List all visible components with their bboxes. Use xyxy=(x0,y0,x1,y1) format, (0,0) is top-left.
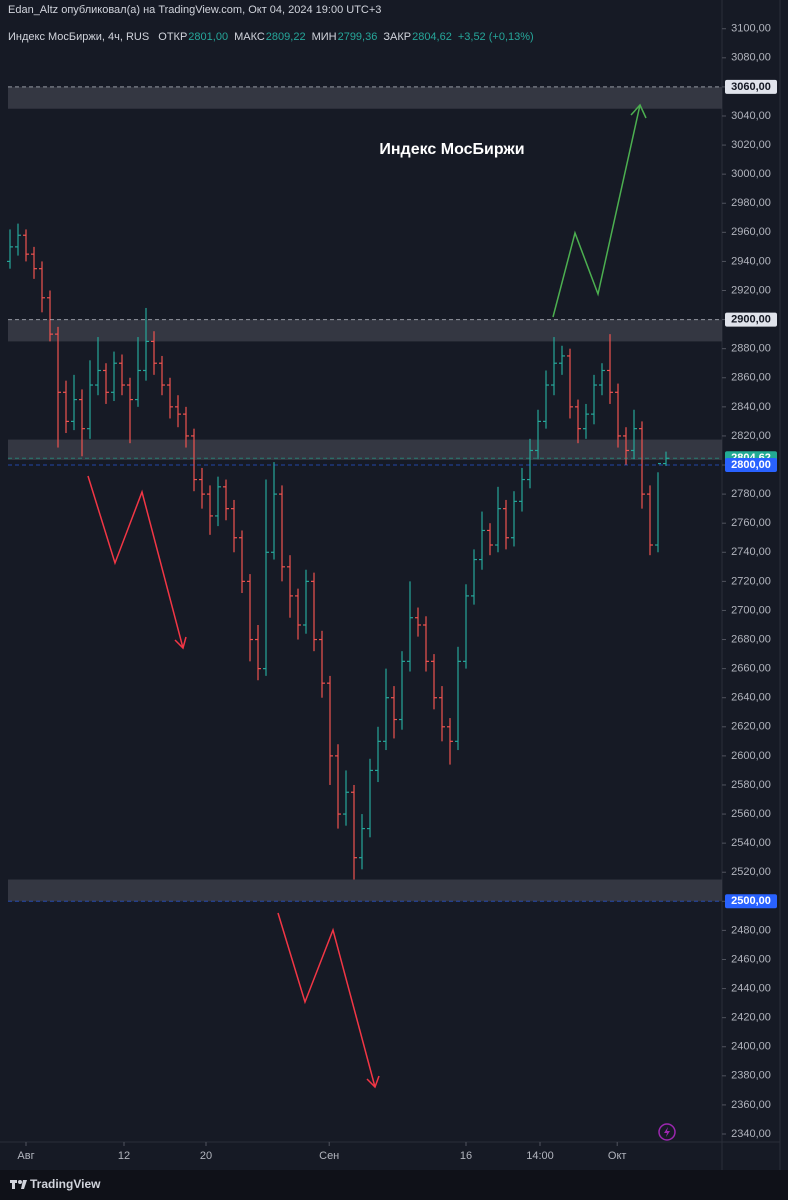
level-label-bg xyxy=(725,79,777,94)
x-tick-label: 16 xyxy=(460,1150,472,1162)
y-tick-label: 2340,00 xyxy=(731,1128,771,1140)
x-tick-label: Авг xyxy=(17,1150,34,1162)
field-value: 2809,22 xyxy=(265,31,306,43)
y-tick-label: 2880,00 xyxy=(731,343,771,355)
y-tick-label: 2860,00 xyxy=(731,372,771,384)
y-tick-label: 2420,00 xyxy=(731,1012,771,1024)
y-tick-label: 2440,00 xyxy=(731,982,771,994)
change: +3,52 (+0,13%) xyxy=(457,31,534,43)
y-tick-label: 2360,00 xyxy=(731,1099,771,1111)
y-tick-label: 2380,00 xyxy=(731,1070,771,1082)
annotation: Индекс МосБиржи xyxy=(379,141,524,158)
x-tick-label: Сен xyxy=(319,1150,339,1162)
level-label: 3060,00 xyxy=(731,81,771,93)
brand: TradingView xyxy=(30,1177,101,1191)
y-tick-label: 2580,00 xyxy=(731,779,771,791)
field-label: МАКС xyxy=(234,31,265,43)
field-value: 2801,00 xyxy=(188,31,229,43)
zone xyxy=(8,879,722,902)
x-tick-label: 12 xyxy=(118,1150,130,1162)
x-tick-label: 20 xyxy=(200,1150,212,1162)
arrow-head xyxy=(630,103,647,119)
arrow-head xyxy=(174,636,187,650)
y-tick-label: 2540,00 xyxy=(731,837,771,849)
red-arrow xyxy=(87,475,184,649)
y-tick-label: 2780,00 xyxy=(731,488,771,500)
y-tick-label: 2620,00 xyxy=(731,721,771,733)
drawings xyxy=(87,103,647,1089)
y-tick-label: 2600,00 xyxy=(731,750,771,762)
y-tick-label: 2400,00 xyxy=(731,1041,771,1053)
red-arrow xyxy=(277,912,376,1088)
y-tick-label: 3100,00 xyxy=(731,23,771,35)
y-tick-label: 2480,00 xyxy=(731,924,771,936)
zone xyxy=(8,439,722,460)
y-tick-label: 3020,00 xyxy=(731,139,771,151)
y-tick-label: 2980,00 xyxy=(731,197,771,209)
y-tick-label: 2740,00 xyxy=(731,546,771,558)
y-tick-label: 2640,00 xyxy=(731,692,771,704)
zone xyxy=(8,86,722,109)
y-tick-label: 2680,00 xyxy=(731,633,771,645)
y-tick-label: 2920,00 xyxy=(731,284,771,296)
y-tick-label: 3000,00 xyxy=(731,168,771,180)
field-label: ЗАКР xyxy=(383,31,412,43)
y-tick-label: 2700,00 xyxy=(731,604,771,616)
x-tick-label: 14:00 xyxy=(526,1150,554,1162)
field-label: МИН xyxy=(311,31,337,43)
y-tick-label: 2520,00 xyxy=(731,866,771,878)
level-label-bg xyxy=(725,312,777,327)
y-tick-label: 2820,00 xyxy=(731,430,771,442)
y-tick-label: 2560,00 xyxy=(731,808,771,820)
level-label: 2800,00 xyxy=(731,459,771,471)
y-tick-label: 2960,00 xyxy=(731,226,771,238)
level-label: 2900,00 xyxy=(731,313,771,325)
author-line: Edan_Altz опубликовал(а) на TradingView.… xyxy=(8,4,382,16)
y-tick-label: 2760,00 xyxy=(731,517,771,529)
y-tick-label: 2460,00 xyxy=(731,953,771,965)
y-tick-label: 2720,00 xyxy=(731,575,771,587)
field-label: ОТКР xyxy=(158,31,188,43)
level-label-bg xyxy=(725,458,777,473)
field-value: 2799,36 xyxy=(337,31,378,43)
zone xyxy=(8,319,722,342)
flash-icon xyxy=(658,1123,676,1141)
y-tick-label: 2660,00 xyxy=(731,663,771,675)
symbol-line: Индекс МосБиржи, 4ч, RUS ОТКР2801,00 МАКС… xyxy=(8,31,540,43)
tv-logo xyxy=(10,1180,27,1189)
level-label: 2500,00 xyxy=(731,895,771,907)
symbol: Индекс МосБиржи, 4ч, RUS xyxy=(8,31,150,43)
arrow-head xyxy=(366,1075,380,1089)
y-tick-label: 2940,00 xyxy=(731,255,771,267)
green-arrow xyxy=(552,104,641,318)
x-tick-label: Окт xyxy=(608,1150,627,1162)
y-tick-label: 2840,00 xyxy=(731,401,771,413)
level-label-bg xyxy=(725,894,777,909)
y-tick-label: 3080,00 xyxy=(731,52,771,64)
y-tick-label: 3040,00 xyxy=(731,110,771,122)
field-value: 2804,62 xyxy=(412,31,452,43)
footer-bar xyxy=(0,1170,788,1200)
